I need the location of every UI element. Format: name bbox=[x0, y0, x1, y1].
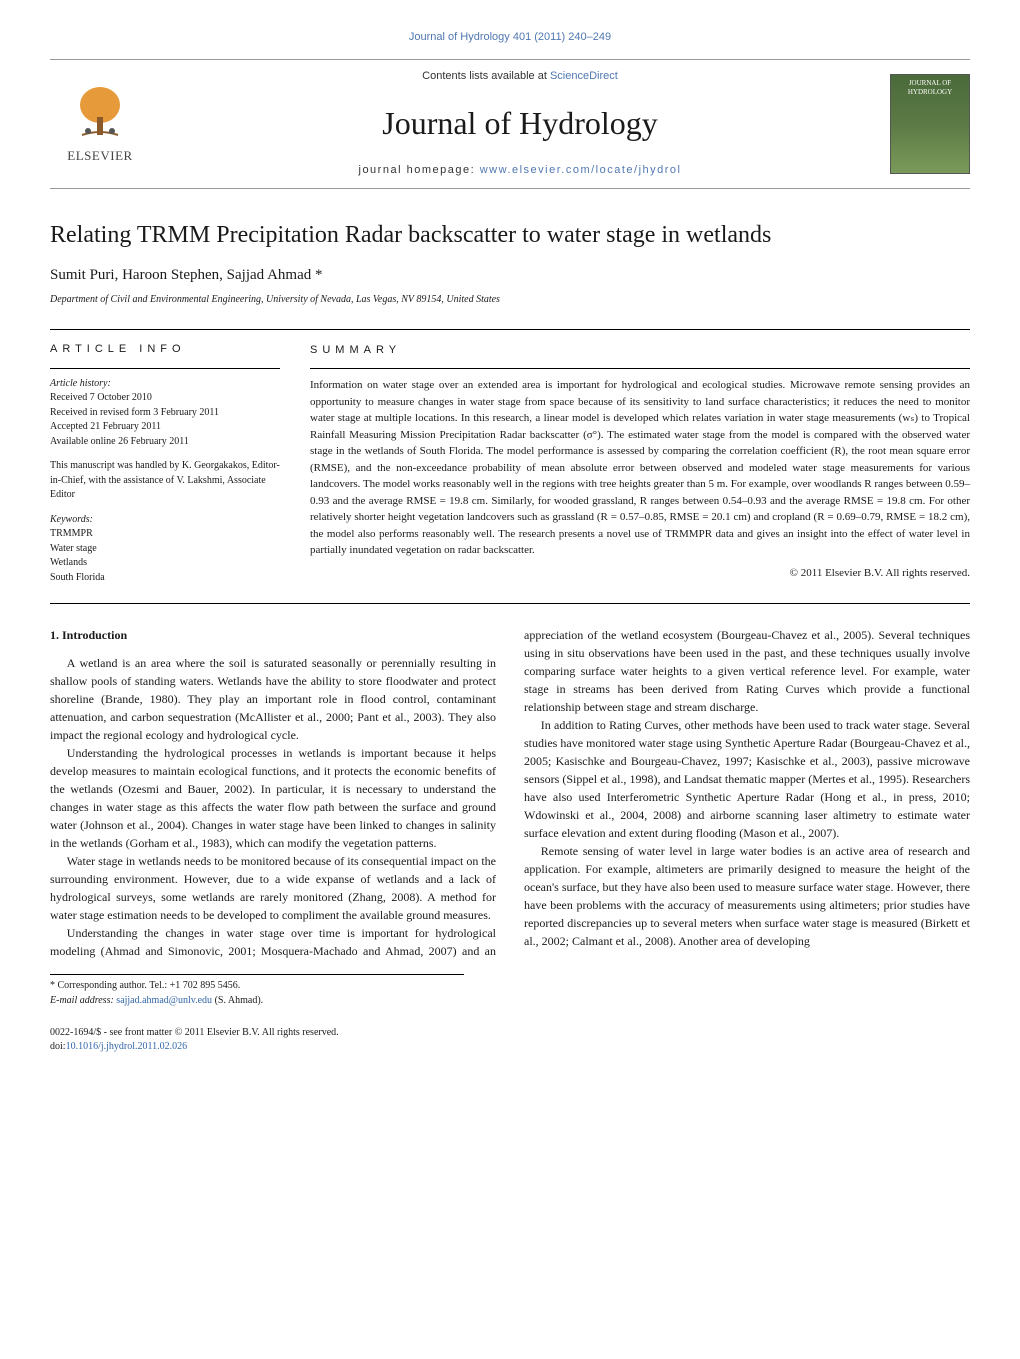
publisher-name: ELSEVIER bbox=[67, 147, 132, 165]
affiliation: Department of Civil and Environmental En… bbox=[50, 293, 970, 307]
body-paragraph: Water stage in wetlands needs to be moni… bbox=[50, 852, 496, 924]
summary-column: SUMMARY Information on water stage over … bbox=[310, 342, 970, 585]
summary-heading: SUMMARY bbox=[310, 342, 970, 359]
body-paragraph: Remote sensing of water level in large w… bbox=[524, 842, 970, 950]
elsevier-tree-icon bbox=[70, 83, 130, 143]
article-title: Relating TRMM Precipitation Radar backsc… bbox=[50, 219, 970, 251]
body-paragraph: Understanding the hydrological processes… bbox=[50, 744, 496, 852]
email-link[interactable]: sajjad.ahmad@unlv.edu bbox=[116, 995, 212, 1006]
header-center: Contents lists available at ScienceDirec… bbox=[150, 69, 890, 178]
abstract-text: Information on water stage over an exten… bbox=[310, 377, 970, 559]
article-body: 1. Introduction A wetland is an area whe… bbox=[50, 626, 970, 960]
section-heading: 1. Introduction bbox=[50, 626, 496, 644]
homepage-link[interactable]: www.elsevier.com/locate/jhydrol bbox=[480, 164, 682, 176]
body-paragraph: In addition to Rating Curves, other meth… bbox=[524, 716, 970, 842]
corresponding-author-footnote: * Corresponding author. Tel.: +1 702 895… bbox=[50, 974, 464, 1008]
issue-reference: Journal of Hydrology 401 (2011) 240–249 bbox=[50, 30, 970, 45]
contents-available: Contents lists available at ScienceDirec… bbox=[150, 69, 890, 84]
page-footer: 0022-1694/$ - see front matter © 2011 El… bbox=[50, 1026, 970, 1054]
authors: Sumit Puri, Haroon Stephen, Sajjad Ahmad… bbox=[50, 265, 970, 285]
editor-note: This manuscript was handled by K. Georga… bbox=[50, 459, 280, 503]
article-info-column: ARTICLE INFO Article history: Received 7… bbox=[50, 342, 280, 585]
journal-cover-thumbnail: JOURNAL OF HYDROLOGY bbox=[890, 74, 970, 174]
article-info-heading: ARTICLE INFO bbox=[50, 342, 280, 358]
info-summary-section: ARTICLE INFO Article history: Received 7… bbox=[50, 329, 970, 604]
journal-homepage: journal homepage: www.elsevier.com/locat… bbox=[150, 163, 890, 178]
body-paragraph: A wetland is an area where the soil is s… bbox=[50, 654, 496, 744]
article-history: Article history: Received 7 October 2010… bbox=[50, 377, 280, 450]
keywords: Keywords: TRMMPR Water stage Wetlands So… bbox=[50, 513, 280, 586]
journal-header: ELSEVIER Contents lists available at Sci… bbox=[50, 59, 970, 189]
sciencedirect-link[interactable]: ScienceDirect bbox=[550, 70, 618, 82]
journal-title: Journal of Hydrology bbox=[150, 102, 890, 145]
doi-link[interactable]: 10.1016/j.jhydrol.2011.02.026 bbox=[66, 1041, 188, 1052]
copyright: © 2011 Elsevier B.V. All rights reserved… bbox=[310, 565, 970, 582]
publisher-logo: ELSEVIER bbox=[50, 69, 150, 179]
